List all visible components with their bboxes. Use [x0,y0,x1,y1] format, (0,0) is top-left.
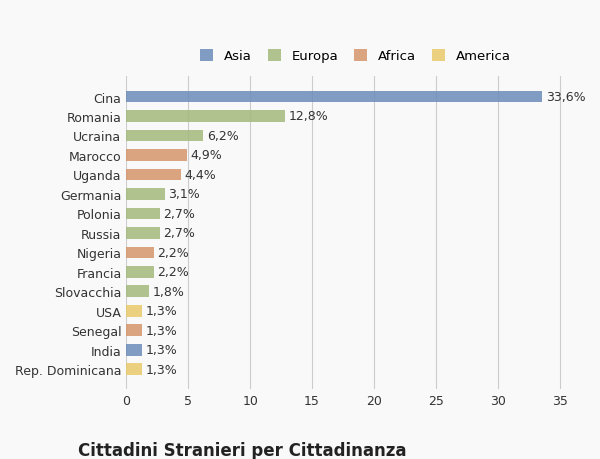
Text: 2,2%: 2,2% [157,266,189,279]
Text: 2,2%: 2,2% [157,246,189,259]
Text: 2,7%: 2,7% [163,227,196,240]
Bar [127,286,149,297]
Text: 3,1%: 3,1% [169,188,200,201]
Text: 2,7%: 2,7% [163,207,196,220]
Legend: Asia, Europa, Africa, America: Asia, Europa, Africa, America [194,43,517,70]
Bar [127,344,142,356]
Text: 4,9%: 4,9% [191,149,223,162]
Bar [127,266,154,278]
Bar [127,305,142,317]
Text: 33,6%: 33,6% [546,91,586,104]
Text: 6,2%: 6,2% [207,130,239,143]
Text: Cittadini Stranieri per Cittadinanza: Cittadini Stranieri per Cittadinanza [78,441,407,459]
Text: 12,8%: 12,8% [289,110,328,123]
Text: 1,3%: 1,3% [146,363,178,376]
Bar [127,91,542,103]
Text: 1,8%: 1,8% [152,285,184,298]
Bar [127,169,181,181]
Bar [127,189,165,200]
Bar [127,208,160,220]
Bar [127,364,142,375]
Bar [127,247,154,259]
Bar [127,111,285,123]
Text: 1,3%: 1,3% [146,343,178,357]
Bar [127,150,187,162]
Text: 4,4%: 4,4% [185,168,216,182]
Text: 1,3%: 1,3% [146,324,178,337]
Bar [127,325,142,336]
Bar [127,228,160,239]
Bar [127,130,203,142]
Text: 1,3%: 1,3% [146,305,178,318]
